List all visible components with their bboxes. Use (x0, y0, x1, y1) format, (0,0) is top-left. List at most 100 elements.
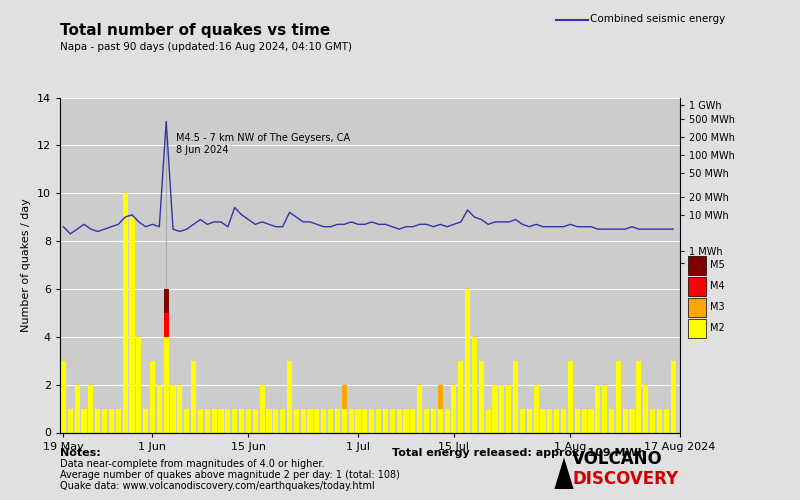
Bar (397, 408, 402, 432)
Bar (526, 408, 532, 432)
Bar (198, 408, 203, 432)
Bar (451, 384, 457, 432)
Bar (534, 384, 538, 432)
Bar (424, 408, 429, 432)
Bar (362, 408, 367, 432)
Bar (622, 408, 628, 432)
Bar (307, 408, 313, 432)
Bar (232, 408, 238, 432)
Bar (445, 408, 450, 432)
Bar (246, 408, 251, 432)
Bar (178, 384, 182, 432)
Bar (157, 384, 162, 432)
Bar (342, 384, 347, 408)
Bar (218, 408, 223, 432)
Bar (369, 408, 374, 432)
Bar (335, 408, 340, 432)
Bar (122, 193, 128, 432)
Bar (61, 360, 66, 432)
Bar (541, 408, 546, 432)
Bar (328, 408, 333, 432)
Bar (349, 408, 354, 432)
Bar (170, 384, 176, 432)
Bar (478, 360, 484, 432)
Bar (383, 408, 388, 432)
Bar (403, 408, 409, 432)
Text: Quake data: www.volcanodiscovery.com/earthquakes/today.html: Quake data: www.volcanodiscovery.com/ear… (60, 481, 374, 491)
Bar (561, 408, 566, 432)
Text: Total number of quakes vs time: Total number of quakes vs time (60, 22, 330, 38)
Text: Napa - past 90 days (updated:16 Aug 2024, 04:10 GMT): Napa - past 90 days (updated:16 Aug 2024… (60, 42, 352, 52)
Text: M3: M3 (710, 302, 724, 312)
Bar (513, 360, 518, 432)
Bar (164, 313, 169, 337)
Bar (314, 408, 319, 432)
Text: Average number of quakes above magnitude 2 per day: 1 (total: 108): Average number of quakes above magnitude… (60, 470, 400, 480)
Bar (390, 408, 395, 432)
Y-axis label: Number of quakes / day: Number of quakes / day (22, 198, 31, 332)
Bar (664, 408, 669, 432)
Bar (321, 408, 326, 432)
Text: Combined seismic energy: Combined seismic energy (590, 14, 726, 24)
Bar (239, 408, 244, 432)
Bar (465, 289, 470, 432)
Bar (609, 408, 614, 432)
Bar (274, 408, 278, 432)
Bar (595, 384, 600, 432)
Text: M4.5 - 7 km NW of The Geysers, CA
8 Jun 2024: M4.5 - 7 km NW of The Geysers, CA 8 Jun … (177, 134, 350, 155)
Bar (499, 384, 505, 432)
Bar (643, 384, 648, 432)
Bar (506, 384, 511, 432)
Bar (472, 337, 477, 432)
Bar (602, 384, 607, 432)
Bar (431, 408, 436, 432)
Text: M5: M5 (710, 260, 724, 270)
Bar (547, 408, 553, 432)
Bar (266, 408, 271, 432)
Bar (417, 384, 422, 432)
Bar (486, 408, 490, 432)
Bar (342, 408, 347, 432)
Bar (74, 384, 80, 432)
Bar (355, 408, 361, 432)
Bar (657, 408, 662, 432)
Bar (438, 384, 442, 408)
Bar (280, 408, 286, 432)
Bar (630, 408, 634, 432)
Bar (102, 408, 107, 432)
Bar (568, 360, 573, 432)
Bar (582, 408, 586, 432)
Bar (191, 360, 196, 432)
Bar (68, 408, 73, 432)
Bar (211, 408, 217, 432)
Bar (95, 408, 100, 432)
Bar (636, 360, 642, 432)
Bar (287, 360, 292, 432)
Text: Notes:: Notes: (60, 448, 101, 458)
Bar (301, 408, 306, 432)
Bar (253, 408, 258, 432)
Bar (259, 384, 265, 432)
Bar (588, 408, 594, 432)
Bar (143, 408, 148, 432)
Text: DISCOVERY: DISCOVERY (572, 470, 678, 488)
Text: Data near-complete from magnitudes of 4.0 or higher.: Data near-complete from magnitudes of 4.… (60, 459, 325, 469)
Bar (205, 408, 210, 432)
Bar (410, 408, 415, 432)
Bar (109, 408, 114, 432)
Bar (554, 408, 559, 432)
Text: VOLCANO: VOLCANO (572, 450, 662, 468)
Bar (88, 384, 94, 432)
Bar (130, 217, 134, 432)
Text: Total energy released: approx. 109 MWh: Total energy released: approx. 109 MWh (392, 448, 646, 458)
Bar (184, 408, 190, 432)
Text: M2: M2 (710, 323, 724, 333)
Bar (458, 360, 463, 432)
Bar (438, 408, 442, 432)
Bar (226, 408, 230, 432)
Bar (294, 408, 299, 432)
Bar (670, 360, 676, 432)
Bar (650, 408, 655, 432)
Bar (164, 337, 169, 432)
Bar (493, 384, 498, 432)
